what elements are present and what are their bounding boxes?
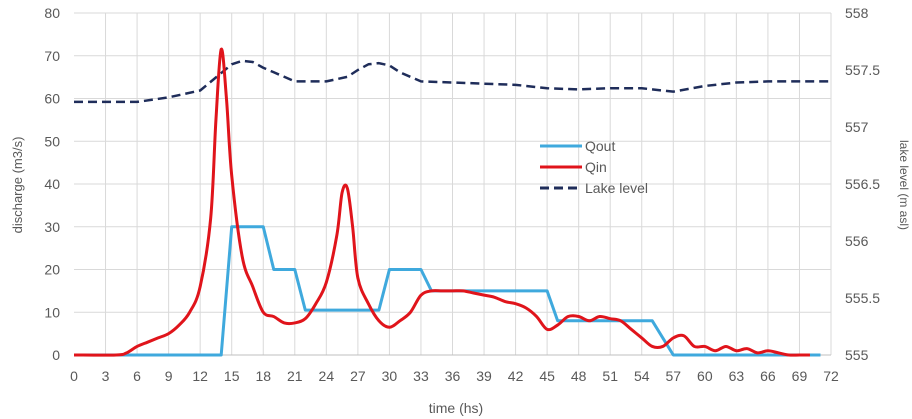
- x-tick-label: 3: [102, 368, 110, 384]
- x-tick-label: 57: [666, 368, 682, 384]
- y2-tick-label: 555.5: [845, 290, 880, 306]
- y-tick-label: 30: [44, 219, 60, 235]
- x-tick-label: 18: [255, 368, 271, 384]
- y-tick-label: 50: [44, 133, 60, 149]
- y-tick-label: 70: [44, 48, 60, 64]
- legend-label: Lake level: [585, 180, 648, 196]
- x-tick-label: 66: [760, 368, 776, 384]
- y-axis-label: discharge (m3/s): [10, 137, 25, 234]
- x-tick-label: 24: [319, 368, 335, 384]
- series-line-lake-level: [74, 59, 831, 104]
- series-layer: [73, 47, 831, 357]
- x-tick-label: 51: [602, 368, 618, 384]
- x-tick-labels: 0 3 6 9 12 15 18 21 24 27 30 33 36 39 42 45 48 51 54 57 60 63…: [70, 368, 839, 384]
- x-tick-label: 0: [70, 368, 78, 384]
- x-tick-label: 6: [133, 368, 141, 384]
- x-tick-label: 45: [539, 368, 555, 384]
- x-axis-label: time (hs): [429, 400, 483, 416]
- y-tick-label: 40: [44, 176, 60, 192]
- gridlines: [74, 12, 832, 355]
- x-tick-label: 12: [192, 368, 208, 384]
- x-tick-label: 9: [165, 368, 173, 384]
- x-tick-label: 36: [445, 368, 461, 384]
- legend-label: Qin: [585, 159, 607, 175]
- y2-tick-label: 557: [845, 119, 869, 135]
- series-line-qout: [74, 225, 821, 357]
- y-tick-label: 60: [44, 91, 60, 107]
- y-tick-label: 80: [44, 5, 60, 21]
- y2-tick-label: 556.5: [845, 176, 880, 192]
- y2-tick-label: 557.5: [845, 62, 880, 78]
- x-tick-label: 42: [508, 368, 524, 384]
- y-tick-labels: 0 10 20 30 40 50 60 70 80: [44, 5, 60, 363]
- y-tick-label: 20: [44, 262, 60, 278]
- x-tick-label: 39: [476, 368, 492, 384]
- series-line-qin: [73, 47, 810, 357]
- x-tick-label: 69: [792, 368, 808, 384]
- x-tick-label: 21: [287, 368, 303, 384]
- x-tick-label: 72: [823, 368, 839, 384]
- y2-axis-label: lake level (m asl): [897, 140, 911, 230]
- y-tick-label: 10: [44, 304, 60, 320]
- x-tick-label: 15: [224, 368, 240, 384]
- y2-tick-label: 555: [845, 347, 869, 363]
- x-tick-label: 54: [634, 368, 650, 384]
- x-tick-label: 60: [697, 368, 713, 384]
- y2-tick-label: 558: [845, 5, 869, 21]
- x-tick-label: 30: [382, 368, 398, 384]
- legend-label: Qout: [585, 138, 615, 154]
- x-tick-label: 33: [413, 368, 429, 384]
- y-tick-label: 0: [52, 347, 60, 363]
- x-tick-label: 48: [571, 368, 587, 384]
- legend: Qout Qin Lake level: [540, 138, 648, 196]
- y2-tick-labels: 555 555.5 556 556.5 557 557.5 558: [845, 5, 880, 363]
- x-tick-label: 27: [350, 368, 366, 384]
- y2-tick-label: 556: [845, 233, 869, 249]
- x-tick-label: 63: [729, 368, 745, 384]
